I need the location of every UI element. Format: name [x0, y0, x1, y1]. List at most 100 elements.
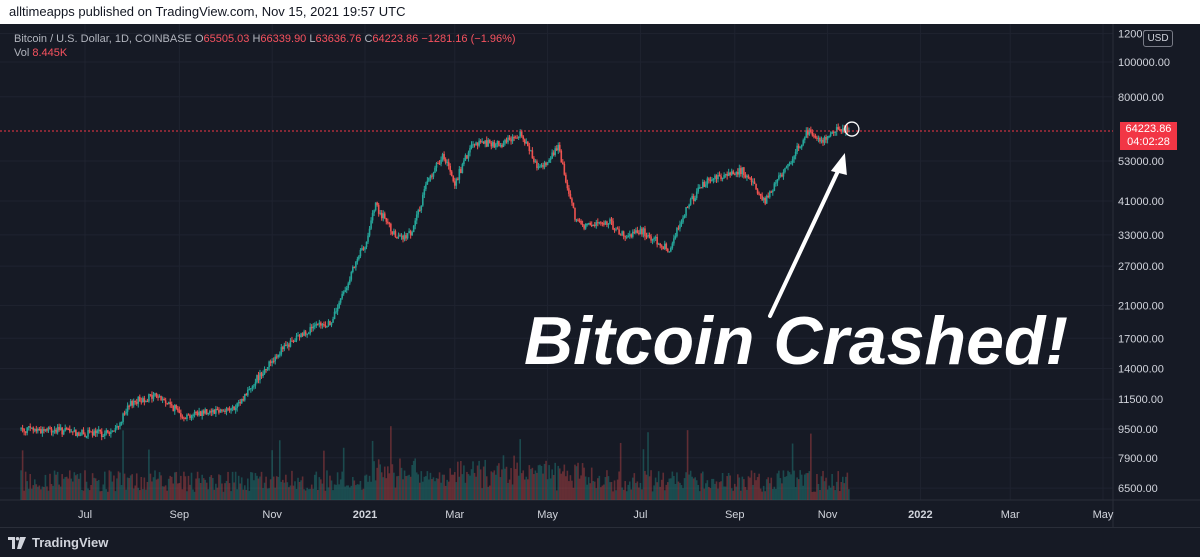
volume-bar [621, 487, 623, 500]
candle-body [312, 326, 315, 329]
volume-bar [304, 490, 307, 500]
volume-bar [107, 491, 109, 500]
candle-body [744, 175, 747, 178]
candle-body [562, 162, 564, 164]
volume-bar [525, 476, 528, 500]
volume-bar [158, 472, 161, 500]
candle-body [712, 178, 715, 180]
volume-bar [269, 479, 272, 500]
volume-bar [195, 478, 197, 500]
candle-body [289, 340, 292, 347]
price-tick-label: 7900.00 [1118, 453, 1158, 465]
candle-body [390, 223, 392, 232]
volume-bar [622, 489, 625, 500]
candle-body [172, 405, 175, 412]
volume-bar [781, 483, 783, 500]
volume-bar [700, 473, 703, 500]
volume-bar [297, 477, 299, 500]
candle-body [295, 335, 298, 341]
volume-bar [350, 485, 353, 500]
volume-bar [808, 471, 811, 500]
volume-bar [108, 470, 111, 500]
candle-body [724, 173, 727, 176]
volume-bar [516, 462, 518, 500]
candle-body [802, 140, 805, 145]
volume-bar [385, 478, 388, 500]
volume-bar [263, 482, 266, 500]
volume-bar [816, 473, 818, 500]
candle-body [186, 414, 188, 420]
candle-body [275, 356, 278, 358]
volume-bar [321, 483, 324, 500]
candle-body [212, 409, 214, 413]
candle-body [615, 228, 617, 230]
volume-bar [352, 476, 354, 500]
candle-body [776, 179, 779, 183]
volume-bar [829, 487, 832, 500]
last-price-value: 64223.86 [1125, 123, 1172, 135]
low-value: 63636.76 [315, 33, 362, 45]
volume-bar [583, 467, 585, 500]
candle-body [773, 183, 776, 191]
volume-bar [90, 484, 92, 500]
volume-bar [612, 491, 614, 500]
candle-body [749, 177, 751, 179]
candle-body [348, 279, 351, 284]
chart-area[interactable] [0, 24, 1200, 527]
volume-bar [498, 463, 500, 500]
candle-body [493, 142, 496, 148]
candle-body [280, 347, 283, 355]
volume-bar [85, 481, 88, 500]
volume-bar [440, 482, 442, 500]
volume-bar [823, 481, 826, 500]
volume-bar [543, 463, 546, 500]
candle-body [510, 139, 512, 142]
candle-body [140, 401, 143, 403]
volume-bar [234, 471, 237, 500]
volume-bar [435, 478, 438, 500]
volume-bar [476, 465, 479, 500]
candle-body [205, 409, 208, 414]
candle-body [107, 430, 109, 433]
volume-bar [508, 479, 511, 500]
volume-bar [709, 488, 712, 500]
candle-body [382, 213, 385, 219]
volume-bar [470, 469, 473, 500]
candle-body [492, 142, 494, 147]
candle-body [362, 248, 365, 250]
volume-bar [557, 465, 560, 500]
volume-bar [248, 490, 251, 500]
volume-bar [93, 477, 95, 500]
candle-body [103, 433, 106, 437]
candle-body [138, 396, 141, 402]
candle-body [616, 228, 619, 230]
volume-bar [736, 474, 739, 500]
volume-bar [805, 473, 808, 500]
bar-countdown: 04:02:28 [1127, 136, 1170, 148]
candle-body [597, 222, 599, 224]
candle-body [770, 191, 773, 193]
candle-body [391, 231, 394, 234]
last-price-label: 64223.86 04:02:28 [1120, 122, 1177, 150]
candle-body [320, 322, 322, 326]
volume-bar [96, 481, 98, 500]
volume-bar [163, 486, 165, 500]
candle-body [420, 205, 423, 211]
candle-body [105, 430, 108, 434]
tradingview-brand[interactable]: TradingView [8, 535, 108, 550]
candle-body [453, 181, 456, 186]
candle-body [286, 344, 289, 346]
time-tick-label: 2021 [353, 509, 377, 521]
currency-button[interactable]: USD [1143, 30, 1173, 47]
candle-body [485, 140, 488, 147]
volume-bar [738, 477, 741, 500]
candle-body [30, 427, 33, 429]
volume-bar [38, 485, 41, 500]
volume-bar [686, 430, 689, 500]
candle-body [677, 228, 680, 230]
volume-bar [848, 489, 850, 500]
volume-bar [132, 488, 135, 500]
volume-bar [129, 475, 132, 500]
volume-bar [396, 476, 398, 500]
candle-body [21, 428, 24, 430]
